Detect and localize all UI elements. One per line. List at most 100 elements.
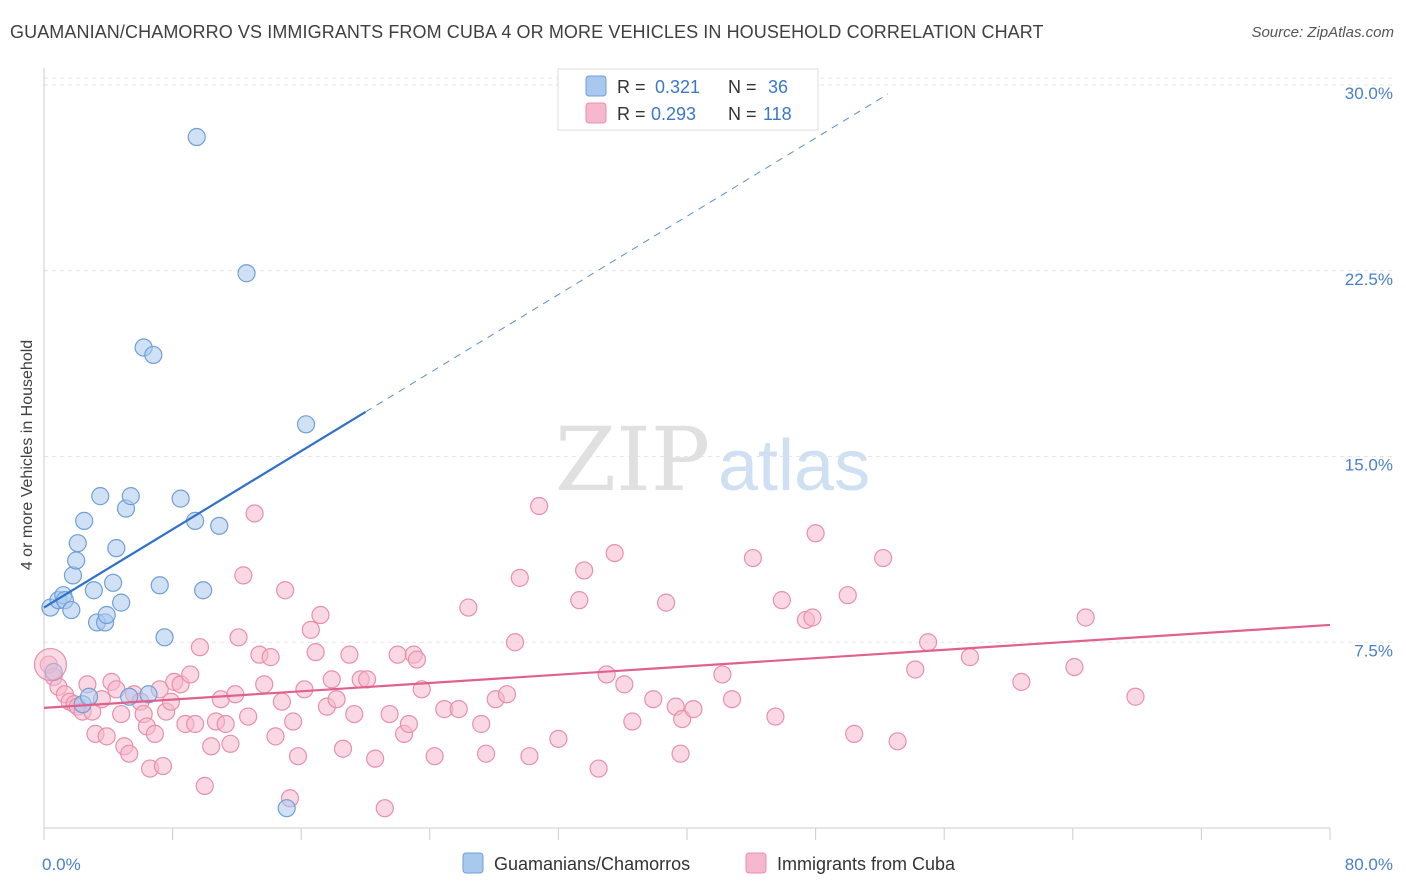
legend-swatch-pink — [585, 102, 607, 124]
guamanian-point — [187, 127, 206, 147]
cuba-point — [153, 756, 173, 776]
cuba-point — [195, 776, 214, 795]
cuba-point — [497, 685, 517, 704]
cuba-point — [380, 704, 399, 724]
cuba-point — [589, 759, 608, 778]
guamanian-point — [120, 687, 139, 706]
cuba-point — [1126, 687, 1145, 706]
data-points — [33, 127, 1145, 818]
cuba-point — [1076, 608, 1095, 627]
chart-title: GUAMANIAN/CHAMORRO VS IMMIGRANTS FROM CU… — [10, 22, 1044, 42]
guamanian-point — [107, 539, 126, 558]
guamanian-point — [104, 573, 123, 592]
guamanian-point — [79, 687, 99, 706]
cuba-point — [245, 504, 264, 523]
cuba-point — [181, 665, 200, 684]
trend-lines — [43, 93, 1331, 709]
cuba-point — [766, 707, 785, 726]
cuba-point — [520, 747, 539, 766]
cuba-point — [255, 675, 274, 694]
cuba-point — [684, 700, 703, 719]
series-legend: Guamanians/Chamorros Immigrants from Cub… — [462, 852, 956, 874]
cuba-trend-line — [43, 623, 1331, 709]
cuba-point — [340, 645, 359, 664]
cuba-point — [476, 744, 496, 763]
legend-n-value-2: 118 — [763, 104, 792, 124]
guamanian-point — [210, 516, 229, 535]
x-ticks — [43, 828, 1331, 840]
cuba-point — [615, 675, 634, 694]
cuba-point — [272, 692, 292, 711]
legend-r-value-1: 0.321 — [655, 77, 700, 97]
cuba-point — [838, 586, 857, 605]
cuba-point — [375, 799, 394, 818]
cuba-point — [190, 638, 210, 657]
guamanian-point — [84, 581, 103, 600]
cuba-point — [644, 690, 663, 709]
cuba-point — [388, 645, 407, 664]
guamanian-point — [97, 605, 116, 625]
cuba-point — [366, 749, 385, 768]
cuba-point — [919, 633, 938, 652]
cuba-point — [505, 633, 525, 652]
cuba-point — [575, 561, 594, 580]
cuba-point — [216, 714, 235, 734]
cuba-point — [1065, 657, 1084, 677]
series-legend-label-2: Immigrants from Cuba — [777, 854, 956, 874]
cuba-point — [722, 690, 742, 709]
cuba-point — [713, 665, 732, 684]
cuba-point — [284, 712, 303, 731]
cuba-point — [202, 737, 221, 756]
cuba-point — [472, 714, 491, 734]
guamanian-point — [91, 487, 110, 506]
cuba-point — [306, 643, 325, 662]
guamanian-trend-line — [43, 410, 367, 609]
guamanian-point — [63, 566, 83, 585]
legend-n-label-1: N = — [728, 77, 757, 97]
y-tick-label: 15.0% — [1345, 456, 1393, 475]
cuba-point — [288, 747, 308, 766]
cuba-point — [671, 744, 690, 763]
series-legend-label-1: Guamanians/Chamorros — [494, 854, 690, 874]
cuba-point — [772, 591, 791, 610]
guamanian-point — [67, 551, 86, 570]
guamanian-point — [277, 799, 296, 818]
guamanian-point — [237, 264, 256, 283]
legend-r-label-1: R = — [617, 77, 646, 97]
cuba-point — [888, 732, 907, 751]
cuba-point — [261, 648, 280, 667]
guamanian-point — [112, 593, 131, 612]
guamanian-trend-extension — [365, 93, 889, 413]
series-legend-swatch-blue — [462, 852, 484, 874]
guamanian-point — [121, 487, 140, 506]
cuba-point — [510, 568, 529, 587]
cuba-point — [266, 727, 285, 746]
cuba-point — [161, 692, 181, 711]
cuba-point — [322, 670, 341, 689]
guamanian-point — [171, 489, 190, 508]
series-legend-swatch-pink — [745, 852, 767, 874]
cuba-point — [803, 608, 822, 627]
y-tick-label: 22.5% — [1345, 270, 1393, 289]
cuba-point — [358, 670, 377, 689]
cuba-point — [295, 680, 314, 699]
cuba-point — [425, 747, 444, 766]
guamanian-point — [155, 628, 174, 647]
watermark-zip: ZIP — [555, 408, 710, 511]
guamanian-point — [144, 345, 163, 365]
cuba-point — [276, 581, 295, 600]
cuba-point — [623, 712, 642, 731]
cuba-point — [530, 496, 549, 516]
cuba-point — [407, 650, 427, 669]
cuba-point — [327, 690, 346, 709]
cuba-point — [229, 628, 248, 647]
cuba-point — [845, 724, 864, 743]
cuba-point — [345, 704, 364, 724]
cuba-point — [412, 680, 431, 699]
cuba-point — [597, 665, 616, 684]
cuba-point — [549, 729, 568, 748]
y-axis-label: 4 or more Vehicles in Household — [19, 340, 36, 570]
y-tick-label: 30.0% — [1345, 84, 1393, 103]
cuba-point-cluster — [33, 647, 68, 682]
